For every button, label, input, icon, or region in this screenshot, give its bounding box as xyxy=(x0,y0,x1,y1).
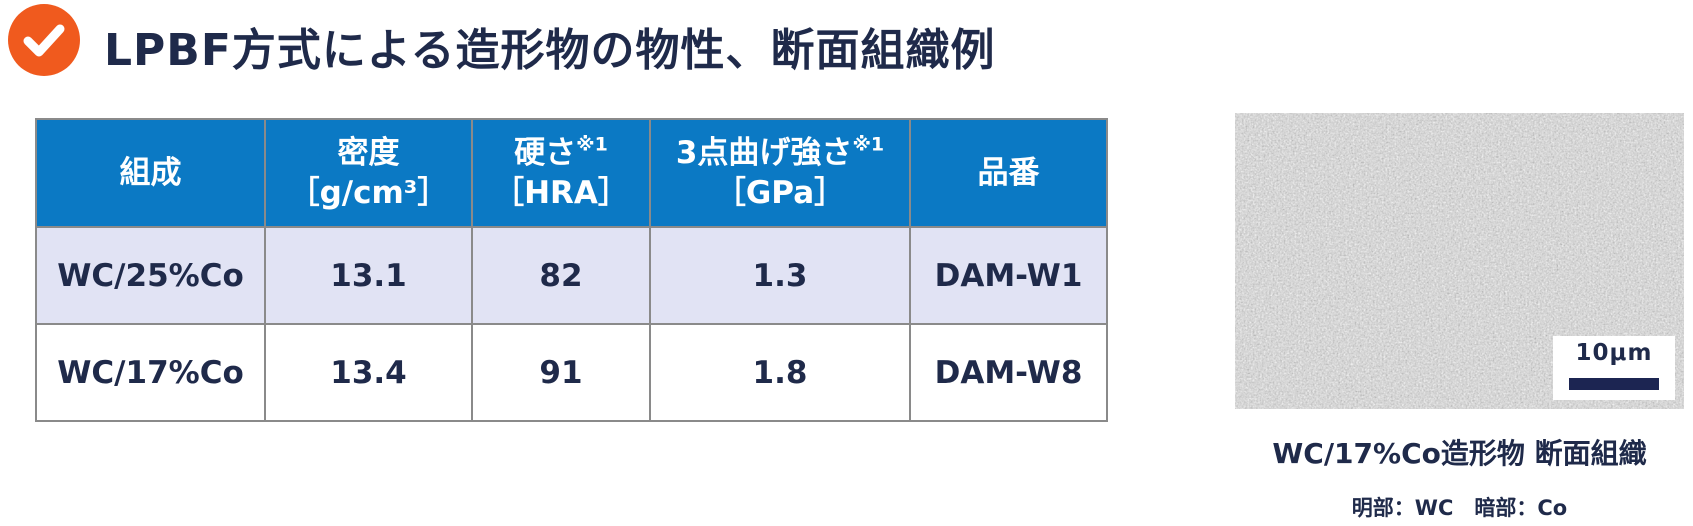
scale-label: 10μm xyxy=(1575,340,1653,366)
footnote-marker: ※1 xyxy=(852,133,885,156)
cell-composition: WC/17%Co xyxy=(35,323,266,422)
cell-density: 13.1 xyxy=(264,226,473,325)
image-caption: WC/17%Co造形物 断面組織 xyxy=(1272,437,1647,470)
footnote-marker: ※1 xyxy=(576,133,608,156)
cell-composition: WC/25%Co xyxy=(35,226,266,325)
header-part-number: 品番 xyxy=(909,118,1108,228)
table-row: WC/17%Co 13.4 91 1.8 DAM-W8 xyxy=(35,323,1108,422)
properties-table: 組成 密度 ［g/cm³］ 硬さ※1 ［HRA］ 3点曲げ強さ※1 ［GPa］ … xyxy=(35,118,1108,422)
cell-bending-strength: 1.3 xyxy=(649,226,911,325)
header-bending-strength: 3点曲げ強さ※1 ［GPa］ xyxy=(649,118,911,228)
cell-part-number: DAM-W1 xyxy=(909,226,1108,325)
table-row: WC/25%Co 13.1 82 1.3 DAM-W1 xyxy=(35,226,1108,325)
cell-bending-strength: 1.8 xyxy=(649,323,911,422)
table-header-row: 組成 密度 ［g/cm³］ 硬さ※1 ［HRA］ 3点曲げ強さ※1 ［GPa］ … xyxy=(35,118,1108,228)
header-density: 密度 ［g/cm³］ xyxy=(264,118,473,228)
image-legend: 明部：WC 暗部：Co xyxy=(1351,496,1568,520)
header-hardness: 硬さ※1 ［HRA］ xyxy=(471,118,651,228)
checkmark-icon xyxy=(8,4,80,76)
cell-hardness: 91 xyxy=(471,323,651,422)
page-title: LPBF方式による造形物の物性、断面組織例 xyxy=(104,25,996,76)
scale-bar-line xyxy=(1569,378,1659,390)
cell-density: 13.4 xyxy=(264,323,473,422)
cell-part-number: DAM-W8 xyxy=(909,323,1108,422)
cell-hardness: 82 xyxy=(471,226,651,325)
scale-bar: 10μm xyxy=(1553,336,1675,400)
microstructure-image xyxy=(1235,113,1684,409)
header-composition: 組成 xyxy=(35,118,266,228)
